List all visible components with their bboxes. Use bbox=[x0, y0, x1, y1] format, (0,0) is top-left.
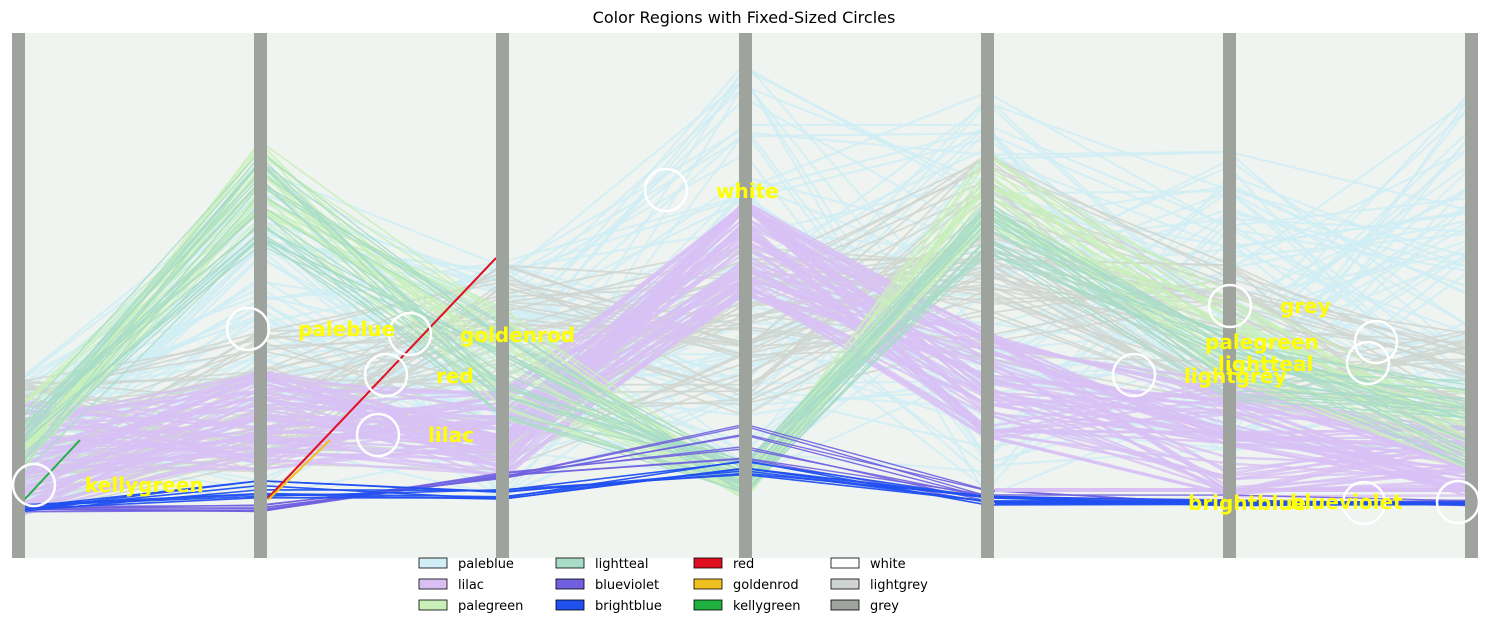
legend-swatch-white bbox=[830, 557, 860, 569]
legend-item-lilac: lilac bbox=[418, 578, 484, 593]
region-circle-grey bbox=[1207, 283, 1253, 329]
series-line-goldenrod bbox=[267, 439, 331, 501]
legend-item-brightblue: brightblue bbox=[555, 599, 662, 614]
legend-item-blueviolet: blueviolet bbox=[555, 578, 659, 593]
legend-label-red: red bbox=[733, 557, 754, 572]
legend-swatch-brightblue bbox=[555, 599, 585, 611]
region-circle-lightteal bbox=[1345, 340, 1391, 386]
legend-swatch-red bbox=[693, 557, 723, 569]
legend: paleblue lilac palegreen lightteal blueviole… bbox=[418, 557, 928, 614]
axis-bar-6 bbox=[1223, 33, 1236, 558]
region-label-red: red bbox=[436, 364, 474, 388]
series-line-red bbox=[267, 257, 497, 499]
legend-label-brightblue: brightblue bbox=[595, 599, 662, 614]
legend-label-palegreen: palegreen bbox=[458, 599, 523, 614]
region-circle-palegreen bbox=[1353, 319, 1399, 365]
circles-layer bbox=[11, 167, 1481, 526]
legend-label-lightteal: lightteal bbox=[595, 557, 649, 572]
legend-label-grey: grey bbox=[870, 599, 899, 614]
region-label-white: white bbox=[716, 179, 779, 203]
axis-bar-1 bbox=[12, 33, 25, 558]
legend-swatch-lightteal bbox=[555, 557, 585, 569]
axis-bar-2 bbox=[254, 33, 267, 558]
region-label-blueviolet: blueviolet bbox=[1290, 490, 1403, 514]
region-circle-blueviolet bbox=[1341, 480, 1387, 526]
legend-label-goldenrod: goldenrod bbox=[733, 578, 799, 593]
region-label-goldenrod: goldenrod bbox=[460, 323, 575, 347]
legend-swatch-grey bbox=[830, 599, 860, 611]
region-label-kellygreen: kellygreen bbox=[85, 473, 204, 497]
region-circle-kellygreen bbox=[11, 462, 57, 508]
region-circle-lightgrey bbox=[1111, 352, 1157, 398]
axis-bar-5 bbox=[981, 33, 994, 558]
axes-layer bbox=[12, 33, 1478, 558]
legend-item-kellygreen: kellygreen bbox=[693, 599, 801, 614]
legend-label-blueviolet: blueviolet bbox=[595, 578, 659, 593]
legend-swatch-lightgrey bbox=[830, 578, 860, 590]
legend-item-white: white bbox=[830, 557, 906, 572]
axis-bar-4 bbox=[739, 33, 752, 558]
region-label-palegreen: palegreen bbox=[1205, 330, 1319, 354]
region-circle-paleblue bbox=[225, 306, 271, 352]
legend-item-lightgrey: lightgrey bbox=[830, 578, 928, 593]
legend-label-white: white bbox=[870, 557, 906, 572]
legend-swatch-kellygreen bbox=[693, 599, 723, 611]
chart-title: Color Regions with Fixed-Sized Circles bbox=[593, 8, 896, 27]
legend-label-kellygreen: kellygreen bbox=[733, 599, 801, 614]
legend-item-goldenrod: goldenrod bbox=[693, 578, 799, 593]
region-circle-lilac bbox=[355, 412, 401, 458]
region-label-brightblue: brightblue bbox=[1188, 491, 1306, 515]
region-circle-white bbox=[643, 167, 689, 213]
series-line-kellygreen bbox=[23, 439, 81, 501]
legend-swatch-goldenrod bbox=[693, 578, 723, 590]
legend-item-paleblue: paleblue bbox=[418, 557, 514, 572]
legend-swatch-blueviolet bbox=[555, 578, 585, 590]
region-label-lilac: lilac bbox=[428, 423, 474, 447]
legend-item-grey: grey bbox=[830, 599, 899, 614]
region-circle-goldenrod bbox=[387, 311, 433, 357]
legend-swatch-lilac bbox=[418, 578, 448, 590]
legend-item-palegreen: palegreen bbox=[418, 599, 523, 614]
legend-item-red: red bbox=[693, 557, 754, 572]
legend-label-lilac: lilac bbox=[458, 578, 484, 593]
axis-bar-7 bbox=[1465, 33, 1478, 558]
region-circle-brightblue bbox=[1435, 479, 1481, 525]
legend-item-lightteal: lightteal bbox=[555, 557, 649, 572]
region-label-lightteal: lightteal bbox=[1218, 352, 1313, 376]
region-label-lightgrey: lightgrey bbox=[1184, 364, 1287, 388]
axis-bar-3 bbox=[496, 33, 509, 558]
region-label-grey: grey bbox=[1280, 294, 1331, 318]
region-label-paleblue: paleblue bbox=[298, 317, 395, 341]
legend-label-paleblue: paleblue bbox=[458, 557, 514, 572]
legend-swatch-paleblue bbox=[418, 557, 448, 569]
region-circle-red bbox=[363, 352, 409, 398]
labels-layer: kellygreen paleblue goldenrod red lilac white… bbox=[85, 179, 1403, 515]
legend-label-lightgrey: lightgrey bbox=[870, 578, 928, 593]
legend-swatch-palegreen bbox=[418, 599, 448, 611]
